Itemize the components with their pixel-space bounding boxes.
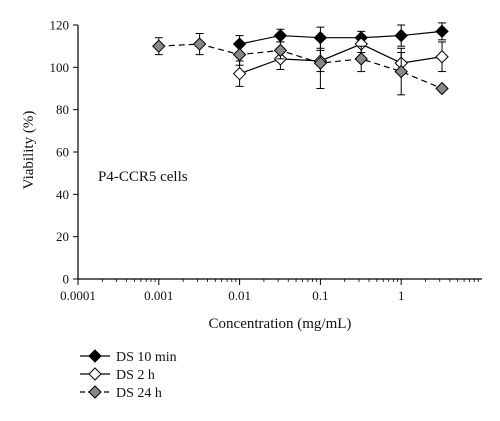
- data-point: [394, 28, 408, 43]
- series-line: [158, 43, 443, 90]
- data-point: [435, 81, 449, 96]
- legend-marker: [88, 385, 102, 399]
- axes-group: 0 20 40 60 80 100 120 0.0001 0.001 0.01 0.1 1: [50, 18, 482, 303]
- legend-label: DS 10 min: [116, 350, 177, 365]
- data-point: [273, 43, 288, 58]
- data-point: [232, 47, 247, 62]
- data-point: [394, 64, 408, 79]
- legend-item: DS 24 h: [80, 385, 162, 401]
- y-tick-label: 40: [56, 187, 69, 202]
- y-tick-label: 120: [50, 18, 70, 33]
- x-tick-label: 0.0001: [60, 288, 96, 303]
- series-line: [239, 30, 443, 45]
- x-tick-label: 1: [398, 288, 405, 303]
- legend-label: DS 24 h: [116, 386, 162, 401]
- data-point: [354, 52, 368, 66]
- legend-label: DS 2 h: [116, 368, 155, 383]
- data-point: [192, 37, 207, 51]
- series-line: [239, 43, 443, 75]
- series-ds-24-h: [152, 32, 449, 96]
- data-point: [313, 56, 328, 70]
- legend-marker: [88, 349, 102, 363]
- legend-marker: [88, 367, 102, 381]
- y-tick-label: 80: [56, 102, 69, 117]
- data-point: [232, 66, 247, 81]
- data-point: [152, 39, 166, 53]
- y-tick-label: 60: [56, 145, 69, 160]
- data-point: [435, 24, 449, 39]
- data-point: [273, 28, 288, 43]
- y-tick-label: 20: [56, 229, 69, 244]
- legend: DS 10 min DS 2 h DS 24 h: [80, 349, 177, 401]
- series-group: [152, 22, 449, 96]
- x-tick-label: 0.1: [312, 288, 328, 303]
- chart-annotation: P4-CCR5 cells: [98, 169, 188, 185]
- y-axis-title: Viability (%): [21, 111, 37, 190]
- y-tick-label: 100: [50, 60, 70, 75]
- x-tick-label: 0.01: [228, 288, 251, 303]
- x-axis-title: Concentration (mg/mL): [209, 316, 352, 332]
- series-ds-10-min: [232, 22, 449, 54]
- legend-item: DS 2 h: [80, 367, 155, 383]
- data-point: [435, 50, 449, 64]
- y-tick-label: 0: [63, 272, 70, 287]
- x-tick-label: 0.001: [144, 288, 173, 303]
- legend-item: DS 10 min: [80, 349, 177, 365]
